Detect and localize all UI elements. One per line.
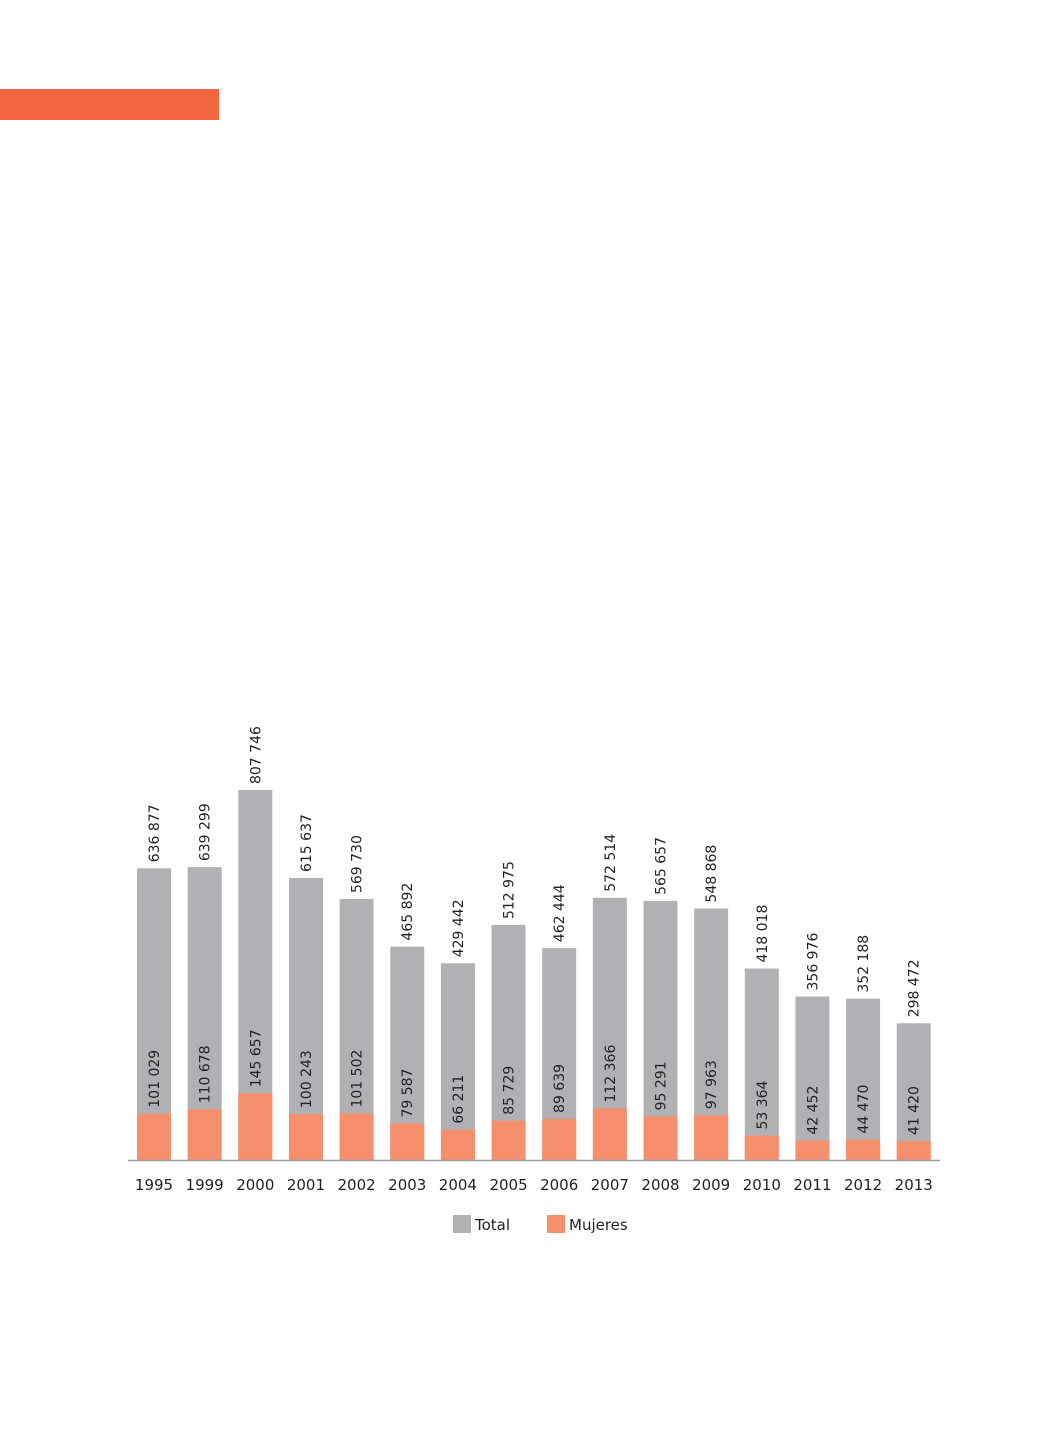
label-total-2012: 352 188 [856,935,872,993]
bar-mujeres-1999 [187,1109,222,1160]
bar-mujeres-2010 [744,1135,779,1160]
legend-swatch-mujeres [547,1215,565,1233]
label-mujeres-2005: 85 729 [502,1066,518,1115]
legend-label-total: Total [474,1216,510,1234]
x-tick-2002: 2002 [338,1176,376,1194]
bar-mujeres-2013 [896,1141,931,1160]
bar-mujeres-2009 [694,1115,729,1160]
label-mujeres-2010: 53 364 [755,1080,771,1129]
x-axis-ticks: 1995 1999 2000 2001 2002 2003 2004 2005 2006 2007… [135,1176,933,1194]
legend-swatch-total [453,1215,471,1233]
label-mujeres-2007: 112 366 [603,1045,619,1103]
bar-mujeres-2002 [339,1113,374,1160]
bar-mujeres-2011 [795,1140,830,1160]
bar-total-2012 [846,998,881,1160]
label-total-2010: 418 018 [755,905,771,963]
bar-mujeres-2006 [542,1118,577,1160]
label-mujeres-1995: 101 029 [147,1050,163,1108]
x-tick-2006: 2006 [540,1176,578,1194]
label-total-2007: 572 514 [603,834,619,892]
label-total-2003: 465 892 [400,883,416,941]
label-total-2008: 565 657 [654,837,670,895]
bar-mujeres-1995 [137,1113,171,1160]
label-mujeres-1999: 110 678 [198,1045,214,1103]
accent-bar [0,89,219,120]
x-tick-2000: 2000 [236,1176,274,1194]
label-mujeres-2001: 100 243 [299,1050,315,1108]
bar-mujeres-2012 [846,1139,881,1160]
bar-mujeres-2003 [390,1123,425,1160]
label-mujeres-2008: 95 291 [654,1061,670,1110]
label-total-1999: 639 299 [198,803,214,861]
label-total-2013: 298 472 [907,959,923,1017]
label-total-2009: 548 868 [704,845,720,903]
x-tick-2010: 2010 [743,1176,781,1194]
label-mujeres-2011: 42 452 [805,1086,821,1135]
x-tick-2004: 2004 [439,1176,477,1194]
label-mujeres-2009: 97 963 [704,1060,720,1109]
x-tick-2008: 2008 [641,1176,679,1194]
label-total-2004: 429 442 [451,899,467,957]
bar-mujeres-2005 [491,1120,526,1160]
label-total-2005: 512 975 [502,861,518,919]
label-mujeres-2003: 79 587 [400,1069,416,1118]
label-total-1995: 636 877 [147,804,163,862]
bar-mujeres-2008 [643,1116,678,1160]
x-tick-1995: 1995 [135,1176,173,1194]
bar-total-1995 [137,868,171,1160]
bar-total-2013 [896,1023,931,1160]
x-tick-2012: 2012 [844,1176,882,1194]
label-total-2002: 569 730 [350,835,366,893]
bar-mujeres-2001 [288,1114,323,1160]
label-mujeres-2002: 101 502 [350,1050,366,1108]
label-mujeres-2004: 66 211 [451,1075,467,1124]
legend-label-mujeres: Mujeres [569,1216,628,1234]
label-mujeres-2012: 44 470 [856,1085,872,1134]
x-tick-2013: 2013 [895,1176,933,1194]
x-tick-2011: 2011 [793,1176,831,1194]
bar-total-2010 [744,968,779,1160]
x-tick-1999: 1999 [186,1176,224,1194]
bar-mujeres-2007 [592,1108,627,1160]
x-tick-2005: 2005 [489,1176,527,1194]
bar-total-2001 [288,877,323,1160]
label-total-2000: 807 746 [248,726,264,784]
label-total-2011: 356 976 [805,932,821,990]
label-mujeres-2013: 41 420 [907,1086,923,1135]
x-tick-2003: 2003 [388,1176,426,1194]
bar-total-2011 [795,996,830,1160]
x-tick-2001: 2001 [287,1176,325,1194]
label-total-2001: 615 637 [299,814,315,872]
labels-group: 636 877 101 029 639 299 110 678 807 746 145 6… [147,726,923,1135]
label-mujeres-2006: 89 639 [552,1064,568,1113]
label-mujeres-2000: 145 657 [248,1029,264,1087]
bar-mujeres-2000 [238,1093,273,1160]
bar-total-2004 [440,963,475,1160]
bars-group [137,790,931,1160]
label-total-2006: 462 444 [552,884,568,942]
legend: Total Mujeres [453,1215,628,1234]
x-tick-2009: 2009 [692,1176,730,1194]
x-tick-2007: 2007 [591,1176,629,1194]
bar-mujeres-2004 [440,1129,475,1160]
